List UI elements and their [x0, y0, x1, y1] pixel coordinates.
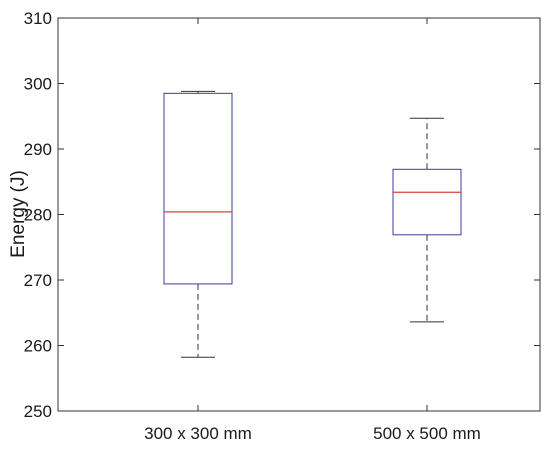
x-axis: 300 x 300 mm 500 x 500 mm — [144, 18, 481, 443]
boxes-group — [163, 90, 462, 358]
plot-frame — [57, 17, 541, 412]
box-series-2 — [392, 117, 462, 323]
iqr-box — [163, 92, 233, 285]
y-axis: 250 260 270 280 290 300 310 — [24, 9, 540, 421]
x-tick-label: 500 x 500 mm — [373, 424, 481, 443]
x-tick-label: 300 x 300 mm — [144, 424, 252, 443]
y-tick-label: 270 — [24, 271, 52, 290]
y-tick-label: 260 — [24, 337, 52, 356]
y-axis-label: Energy (J) — [8, 170, 29, 258]
box-series-1 — [163, 90, 233, 358]
iqr-box — [392, 168, 462, 236]
y-tick-label: 310 — [24, 9, 52, 28]
y-tick-label: 290 — [24, 140, 52, 159]
y-tick-label: 300 — [24, 75, 52, 94]
y-tick-label: 280 — [24, 206, 52, 225]
y-tick-label: 250 — [24, 402, 52, 421]
